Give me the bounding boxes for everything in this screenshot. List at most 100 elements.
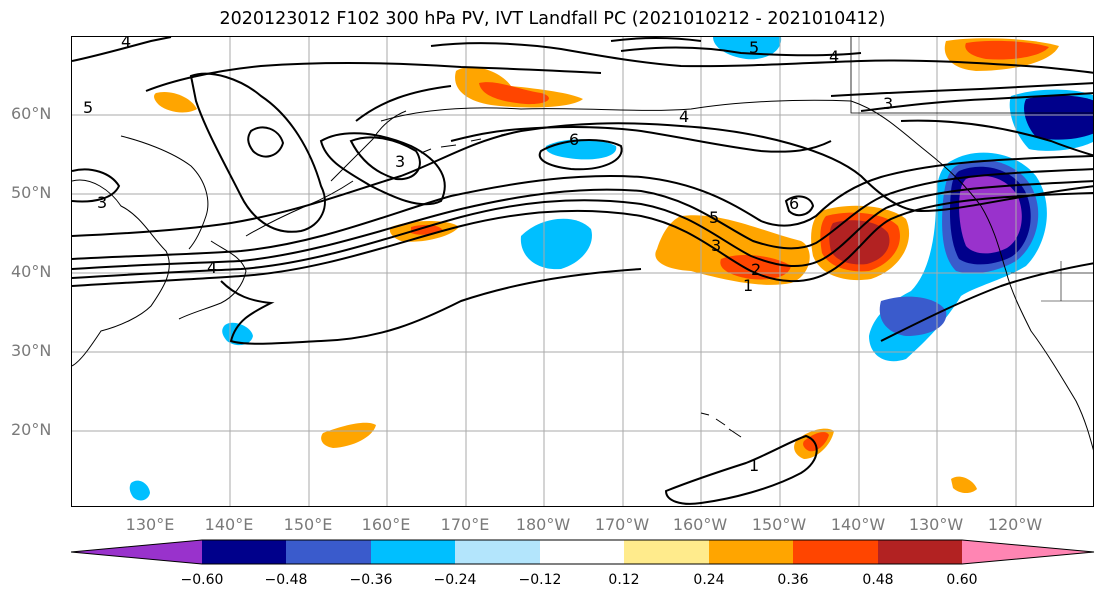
- contour-label: 2: [751, 260, 761, 279]
- contour-label: 5: [709, 208, 719, 227]
- alaska-coast: [380, 99, 982, 207]
- lat-label: 20°N: [11, 420, 52, 439]
- figure-title: 2020123012 F102 300 hPa PV, IVT Landfall…: [219, 9, 886, 29]
- colorbar-segment: [202, 540, 286, 564]
- colorbar-tick: 0.60: [946, 572, 978, 588]
- pv-contour: [610, 37, 702, 42]
- lon-label: 150°W: [751, 515, 807, 534]
- aleutians: [420, 132, 512, 154]
- pv-contour: [538, 138, 623, 171]
- shading-positive: [479, 82, 549, 105]
- colorbar: [71, 539, 1095, 565]
- lon-label: 130°E: [125, 515, 175, 534]
- colorbar-segments: [71, 539, 1095, 565]
- contour-label: 4: [829, 47, 839, 66]
- pv-contour: [784, 195, 815, 217]
- pv-contour: [189, 72, 326, 233]
- pv-contour: [450, 125, 832, 153]
- pv-contour: [430, 42, 1093, 74]
- contour-label: 4: [121, 37, 131, 51]
- pc-shading: [129, 37, 1093, 501]
- colorbar-segment: [878, 540, 962, 564]
- contour-label: 1: [743, 276, 753, 295]
- colorbar-tick: 0.48: [862, 572, 894, 588]
- pv-contour: [880, 262, 1093, 342]
- lon-label: 150°E: [283, 515, 333, 534]
- lon-label: 160°E: [361, 515, 411, 534]
- asia-coast: [120, 135, 209, 250]
- north-america-coast: [980, 205, 1093, 451]
- hawaii: [700, 412, 742, 438]
- lat-label: 40°N: [11, 262, 52, 281]
- contour-label: 3: [395, 152, 405, 171]
- colorbar-segment: [962, 540, 1094, 564]
- pv-contour: [620, 46, 862, 57]
- lat-label: 30°N: [11, 341, 52, 360]
- pv-contour: [220, 268, 642, 345]
- map-panel: 4 5 4 3 6 4 5 3 3 4 5 3 2 1 6 1: [71, 36, 1094, 507]
- colorbar-segment: [71, 540, 202, 564]
- asia-coast: [72, 179, 170, 367]
- contour-labels: 4 5 4 3 6 4 5 3 3 4 5 3 2 1 6 1: [83, 37, 893, 475]
- lon-label: 180°W: [515, 515, 571, 534]
- colorbar-segment: [624, 540, 709, 564]
- colorbar-tick: −0.12: [518, 572, 562, 588]
- pv-contour: [72, 37, 172, 62]
- colorbar-tick: −0.60: [180, 572, 224, 588]
- colorbar-tick: −0.36: [349, 572, 393, 588]
- graticule: [72, 37, 1093, 506]
- pv-contour: [247, 126, 285, 158]
- pv-contour: [860, 92, 1093, 112]
- lon-label: 140°E: [204, 515, 254, 534]
- shading-negative: [520, 218, 592, 270]
- colorbar-segment: [371, 540, 455, 564]
- shading-positive: [951, 476, 977, 494]
- japan: [178, 240, 247, 320]
- shading-positive: [154, 91, 197, 113]
- shading-positive: [965, 40, 1049, 60]
- colorbar-outline: [71, 539, 1095, 565]
- lat-label: 60°N: [11, 104, 52, 123]
- colorbar-segment: [286, 540, 371, 564]
- pv-contours: [72, 37, 1093, 505]
- contour-label: 4: [207, 258, 217, 277]
- pv-contour: [355, 85, 452, 122]
- kamchatka: [330, 110, 407, 182]
- lon-label: 170°W: [594, 515, 650, 534]
- shading-negative: [545, 139, 617, 160]
- colorbar-tick: 0.12: [608, 572, 640, 588]
- pv-contour: [72, 122, 1093, 237]
- contour-label: 6: [789, 194, 799, 213]
- pv-contour: [72, 155, 1093, 260]
- contour-label: 5: [83, 98, 93, 117]
- lon-label: 130°W: [908, 515, 964, 534]
- shading-positive: [321, 422, 376, 448]
- pv-contour: [72, 192, 1093, 287]
- shading-negative: [129, 480, 150, 501]
- shading-negative: [879, 296, 947, 336]
- contour-label: 6: [569, 130, 579, 149]
- pv-contour: [145, 62, 602, 92]
- colorbar-segment: [455, 540, 540, 564]
- colorbar-segment: [709, 540, 793, 564]
- coastlines: [72, 37, 1093, 451]
- pv-contour: [319, 132, 446, 206]
- contour-label: 1: [749, 456, 759, 475]
- shading-positive: [455, 66, 583, 108]
- contour-label: 5: [749, 38, 759, 57]
- lon-label: 120°W: [987, 515, 1043, 534]
- pv-contour: [72, 168, 121, 203]
- colorbar-tick: 0.36: [777, 572, 809, 588]
- colorbar-tick: −0.48: [264, 572, 308, 588]
- contour-label: 3: [97, 193, 107, 212]
- us-borders: [1011, 261, 1093, 302]
- contour-label: 4: [679, 107, 689, 126]
- contour-label: 3: [883, 94, 893, 113]
- pv-contour: [349, 136, 421, 181]
- colorbar-segment: [793, 540, 878, 564]
- colorbar-tick: −0.24: [433, 572, 477, 588]
- colorbar-tick: 0.24: [693, 572, 725, 588]
- colorbar-segment: [540, 540, 624, 564]
- pv-contour: [900, 119, 1093, 157]
- contour-label: 3: [711, 236, 721, 255]
